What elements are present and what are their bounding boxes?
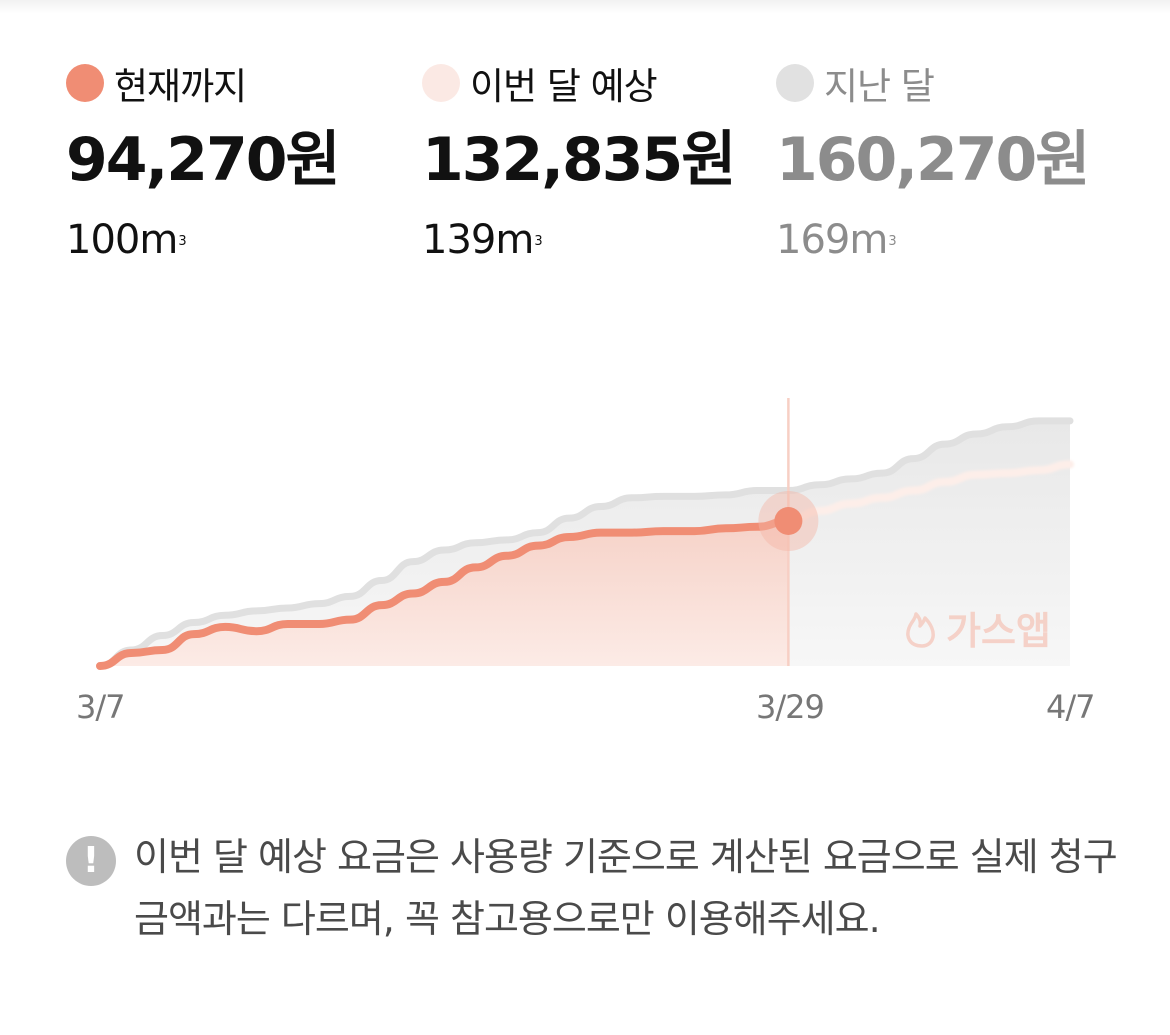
legend-dot-forecast xyxy=(422,64,460,102)
legend-label-current: 현재까지 xyxy=(114,65,247,108)
legend-dot-current xyxy=(66,64,104,102)
volume-value-forecast: 139m xyxy=(422,217,534,263)
legend-label-forecast: 이번 달 예상 xyxy=(470,65,658,108)
legend-label-last-month: 지난 달 xyxy=(824,65,935,108)
volume-unit-sup-current: 3 xyxy=(178,234,186,249)
volume-forecast: 139m3 xyxy=(422,216,734,264)
volume-last-month: 169m3 xyxy=(776,216,1088,264)
volume-value-current: 100m xyxy=(66,217,178,263)
amount-last-month: 160,270원 xyxy=(776,125,1090,195)
x-axis-label-current: 3/29 xyxy=(756,688,825,726)
amount-current: 94,270원 xyxy=(66,125,341,195)
volume-unit-sup-last-month: 3 xyxy=(888,234,896,249)
volume-unit-sup-forecast: 3 xyxy=(534,234,542,249)
volume-value-last-month: 169m xyxy=(776,217,888,263)
flame-icon xyxy=(906,612,935,648)
summary-forecast: 이번 달 예상 132,835원 139m3 xyxy=(422,58,736,264)
current-area xyxy=(100,521,789,666)
exclamation-icon: ! xyxy=(66,836,116,886)
current-point xyxy=(774,507,803,535)
summary-current: 현재까지 94,270원 100m3 xyxy=(66,58,341,264)
last-month-line xyxy=(96,417,1074,670)
volume-current: 100m3 xyxy=(66,216,339,264)
amount-forecast: 132,835원 xyxy=(422,125,736,195)
notice: ! 이번 달 예상 요금은 사용량 기준으로 계산된 요금으로 실제 청구 금액… xyxy=(66,826,1124,950)
header-shadow xyxy=(0,0,1170,14)
legend-current: 현재까지 xyxy=(66,58,339,108)
forecast-line xyxy=(784,460,1074,525)
current-line xyxy=(96,517,793,670)
x-axis-label-end: 4/7 xyxy=(1046,688,1095,726)
legend-forecast: 이번 달 예상 xyxy=(422,58,734,108)
summary-last-month: 지난 달 160,270원 169m3 xyxy=(776,58,1090,264)
x-axis-label-start: 3/7 xyxy=(76,688,125,726)
legend-last-month: 지난 달 xyxy=(776,58,1088,108)
usage-chart: 가스앱 xyxy=(96,398,1074,670)
legend-dot-last-month xyxy=(776,64,814,102)
chart-plot-area xyxy=(96,398,1074,670)
watermark-text: 가스앱 xyxy=(946,609,1051,653)
notice-text: 이번 달 예상 요금은 사용량 기준으로 계산된 요금으로 실제 청구 금액과는… xyxy=(134,835,1118,941)
watermark: 가스앱 xyxy=(906,609,1051,653)
